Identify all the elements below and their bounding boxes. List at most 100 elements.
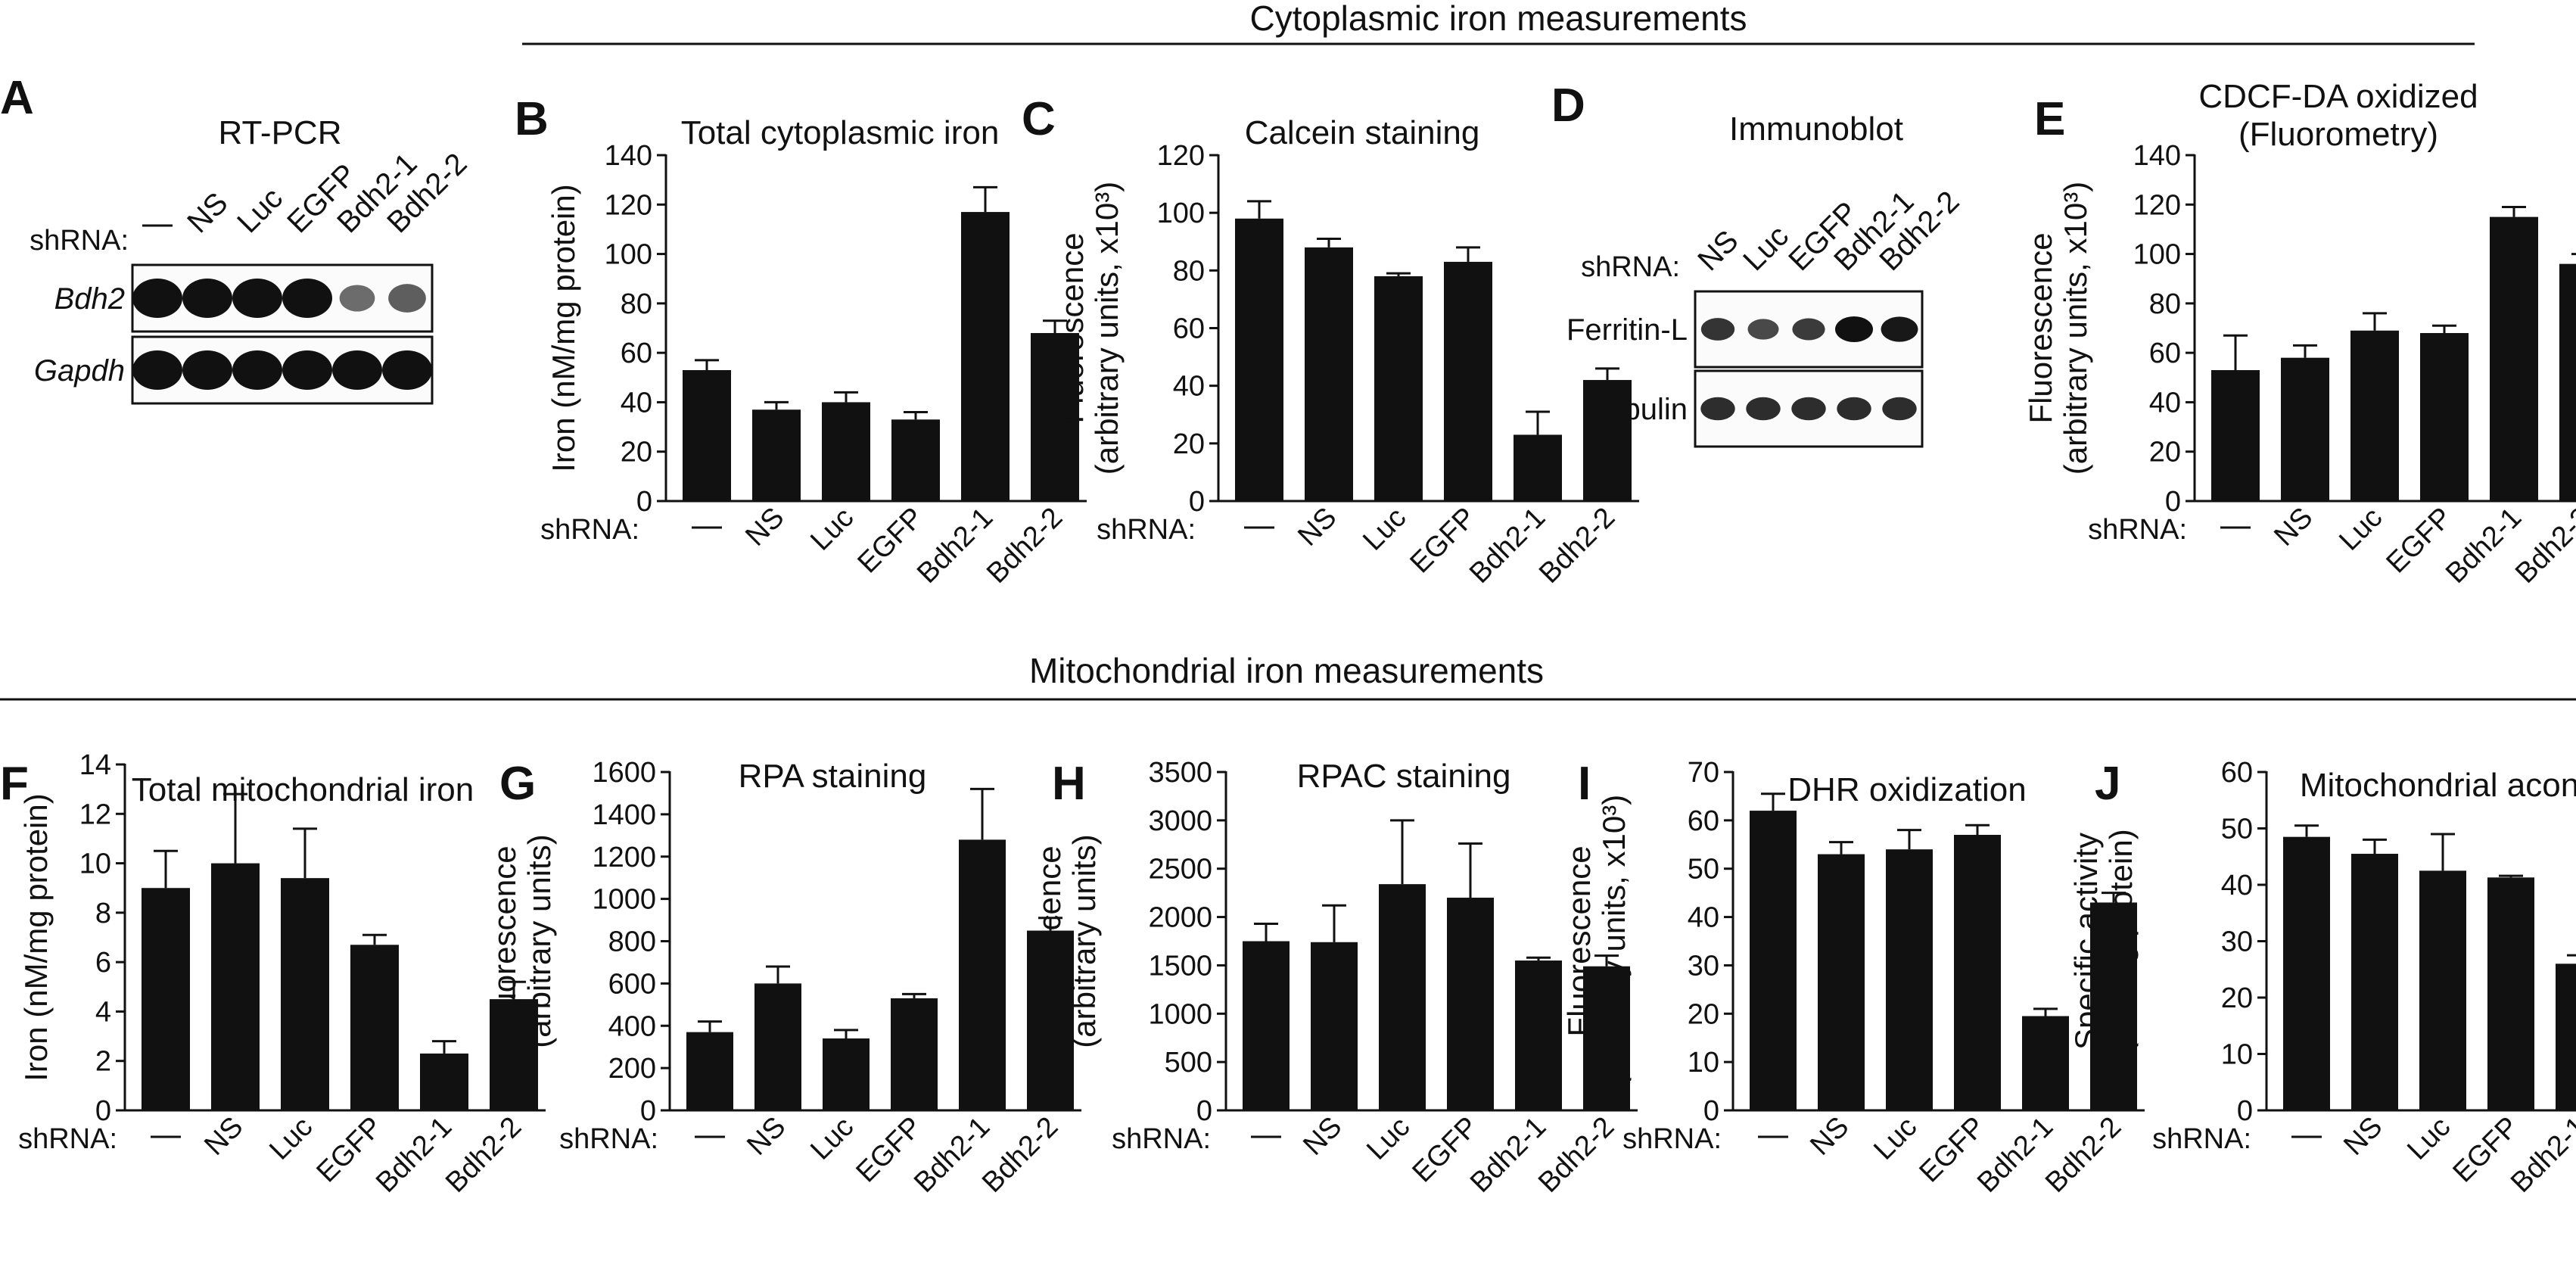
- bar-c: [1374, 276, 1423, 501]
- y-tick-label-e: 100: [2133, 239, 2181, 271]
- panel-a-band: [382, 350, 432, 390]
- bar-j: [2283, 836, 2330, 1110]
- panel-i-title: DHR oxidization: [1787, 771, 2026, 808]
- bar-j: [2419, 870, 2466, 1110]
- category-label-e: NS: [2268, 502, 2319, 553]
- panel-f-chart: F Total mitochondrial iron 0 2 4 6 8 10 12 14 Iron…: [0, 749, 546, 1199]
- shrna-label-j: shRNA:: [2152, 1123, 2251, 1155]
- y-axis-label-c: Fluorescence: [1054, 232, 1090, 423]
- y-tick-label-f: 0: [95, 1095, 111, 1127]
- y-axis-label-f: Iron (nM/mg protein): [18, 793, 54, 1081]
- panel-letter-i: I: [1578, 758, 1591, 810]
- category-label-j: Luc: [2401, 1111, 2456, 1166]
- panel-a-shrna-label: shRNA:: [30, 225, 129, 257]
- bar-e: [2420, 333, 2469, 501]
- y-tick-label-g: 800: [608, 926, 656, 958]
- bar-b: [1031, 333, 1079, 501]
- bar-i: [1818, 854, 1865, 1110]
- category-label-b: Bdh2-2: [981, 502, 1069, 590]
- y-tick-label-f: 6: [95, 947, 111, 979]
- panel-a-lane-label: Luc: [231, 182, 289, 240]
- y-tick-label-b: 20: [621, 437, 652, 469]
- y-tick-label-f: 14: [79, 749, 111, 781]
- y-axis-label-c: (arbitrary units, x10³): [1089, 182, 1125, 475]
- panel-d-shrna-label: shRNA:: [1581, 251, 1680, 283]
- panel-a-band: [232, 350, 282, 390]
- category-label-c: NS: [1292, 502, 1342, 553]
- bar-h: [1243, 941, 1290, 1110]
- panel-letter-g: G: [499, 758, 536, 810]
- y-tick-label-e: 20: [2149, 437, 2181, 469]
- bar-b: [683, 369, 731, 501]
- panel-d-band: [1837, 397, 1871, 421]
- panel-a-band: [339, 285, 375, 312]
- shrna-label-c: shRNA:: [1097, 514, 1196, 546]
- panel-d-band: [1792, 318, 1825, 341]
- bar-b: [752, 409, 801, 501]
- bar-g: [891, 998, 938, 1110]
- panel-d-band: [1882, 397, 1917, 421]
- panel-letter-h: H: [1052, 758, 1086, 810]
- panel-d-band: [1700, 318, 1735, 341]
- y-tick-label-c: 120: [1157, 140, 1205, 172]
- y-tick-label-c: 0: [1189, 486, 1205, 518]
- y-tick-label-c: 40: [1173, 371, 1205, 403]
- shrna-label-b: shRNA:: [540, 514, 639, 546]
- y-tick-label-e: 0: [2165, 486, 2181, 518]
- panel-letter-d: D: [1551, 79, 1585, 132]
- y-tick-label-h: 2000: [1148, 902, 1212, 934]
- panel-a-band: [388, 284, 426, 313]
- bar-f: [490, 999, 538, 1110]
- y-tick-label-e: 140: [2133, 140, 2181, 172]
- bar-b: [961, 212, 1010, 501]
- bar-c: [1444, 261, 1492, 501]
- y-tick-label-e: 120: [2133, 189, 2181, 221]
- shrna-label-h: shRNA:: [1112, 1123, 1211, 1155]
- panel-letter-b: B: [515, 93, 549, 145]
- panel-d-band: [1700, 397, 1735, 421]
- y-tick-label-b: 60: [621, 338, 652, 369]
- category-label-f: Luc: [263, 1111, 319, 1166]
- bar-g: [1027, 930, 1074, 1110]
- y-tick-label-g: 0: [640, 1095, 656, 1127]
- panel-a-band: [232, 279, 282, 318]
- y-axis-label-g: Fluorescence: [487, 845, 522, 1036]
- bar-e: [2559, 263, 2576, 501]
- panel-a-title: RT-PCR: [219, 114, 342, 151]
- category-label-f: NS: [198, 1111, 249, 1162]
- bar-g: [823, 1038, 870, 1110]
- bar-e: [2281, 357, 2329, 501]
- bar-h: [1583, 966, 1630, 1110]
- y-tick-label-i: 70: [1688, 757, 1719, 789]
- section-title-cytoplasmic: Cytoplasmic iron measurements: [1249, 0, 1747, 38]
- y-tick-label-h: 3500: [1148, 757, 1212, 789]
- y-tick-label-i: 40: [1688, 902, 1719, 934]
- y-axis-label-g: (arbitrary units): [521, 834, 557, 1048]
- y-tick-label-f: 10: [79, 848, 111, 880]
- category-label-h: Bdh2-2: [1532, 1111, 1620, 1199]
- y-axis-label-j: (mu/mg protein): [2103, 829, 2139, 1053]
- y-tick-label-c: 60: [1173, 313, 1205, 345]
- bar-i: [2090, 902, 2137, 1110]
- shrna-label-e: shRNA:: [2088, 514, 2187, 546]
- bar-f: [420, 1053, 468, 1110]
- panel-i-chart: I DHR oxidization 0 10 20 30 40 50 60 70 Fluoresce…: [1561, 757, 2145, 1199]
- y-tick-label-h: 500: [1165, 1047, 1212, 1079]
- bar-j: [2487, 877, 2534, 1110]
- y-tick-label-i: 30: [1688, 950, 1719, 982]
- category-label-h: NS: [1297, 1111, 1348, 1162]
- panel-j-title: Mitochondrial aconitase: [2300, 767, 2576, 804]
- y-tick-label-j: 0: [2237, 1095, 2253, 1127]
- y-tick-label-g: 400: [608, 1010, 656, 1042]
- bar-f: [350, 945, 399, 1110]
- y-tick-label-i: 10: [1688, 1047, 1719, 1079]
- panel-h-title: RPAC staining: [1297, 758, 1511, 795]
- panel-d-band: [1881, 316, 1918, 342]
- y-tick-label-j: 20: [2221, 982, 2253, 1014]
- category-label-c: Bdh2-2: [1533, 502, 1621, 590]
- y-tick-label-c: 20: [1173, 428, 1205, 460]
- panel-d-title: Immunoblot: [1729, 111, 1903, 148]
- y-tick-label-e: 40: [2149, 387, 2181, 419]
- panel-d-lane-label: Luc: [1737, 219, 1795, 278]
- y-tick-label-h: 0: [1196, 1095, 1212, 1127]
